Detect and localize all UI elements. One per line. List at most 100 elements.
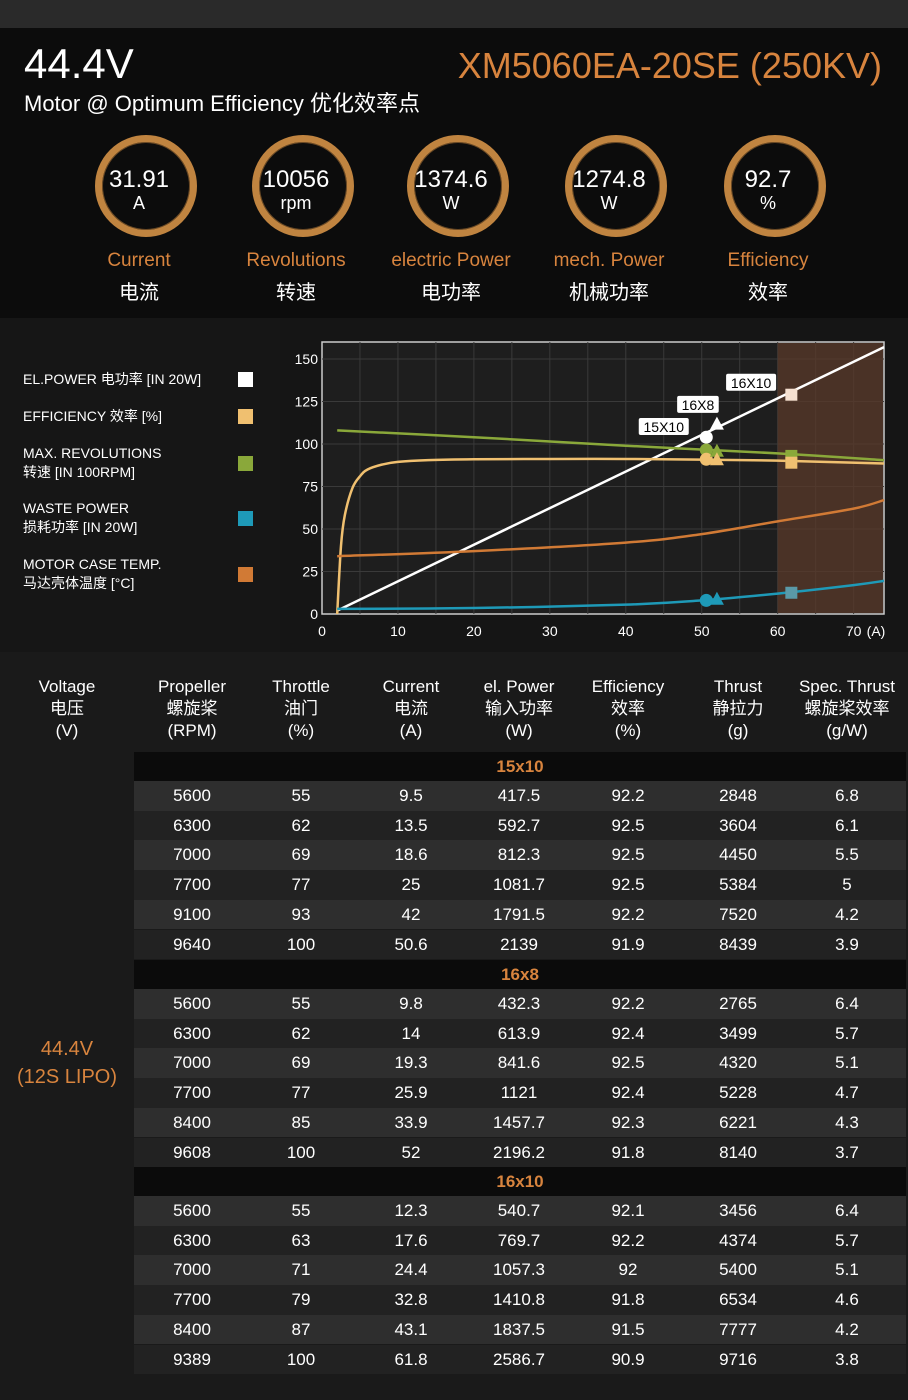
gauge-unit: rpm	[280, 193, 312, 213]
table-row: 7700 77 25 1081.7 92.5 5384 5	[134, 870, 906, 900]
table-cell: 4.2	[835, 1319, 859, 1339]
marker-16x8	[709, 591, 724, 605]
series-line-max-revolutions	[337, 429, 885, 462]
gauge-ring	[407, 135, 509, 237]
table-cell: 25	[401, 875, 421, 895]
table-cell: 5600	[173, 1201, 211, 1220]
table-cell: 1837.5	[493, 1319, 545, 1339]
table-cell: 77	[291, 1083, 311, 1103]
header-unit: (W)	[505, 721, 533, 740]
marker-16x10	[785, 586, 798, 599]
table-cell: 417.5	[497, 786, 541, 805]
table-cell: 1121	[500, 1083, 538, 1103]
gauge-ring	[724, 135, 826, 237]
gauge-label-zh: 效率	[748, 282, 788, 304]
legend-line: EL.POWER 电功率 [IN 20W]	[23, 371, 202, 387]
table-cell: 2196.2	[493, 1142, 545, 1162]
header-zh: 效率	[611, 699, 645, 718]
table-cell: 63	[291, 1230, 311, 1250]
table-cell: 92.5	[611, 875, 645, 895]
marker-16x8	[709, 416, 724, 430]
y-tick-label: 50	[302, 521, 318, 537]
table-cell: 55	[291, 786, 311, 805]
series-line-case-temp	[337, 498, 885, 558]
table-cell: 613.9	[497, 1023, 541, 1043]
table-cell: 4.2	[835, 904, 859, 924]
marker-16x10	[785, 456, 798, 469]
performance-chart: 0 10 20 30 40 50 60 70 (A) 0 25 50 75 100 125 150 15X10 1…	[295, 341, 885, 639]
table-cell: 62	[291, 1023, 311, 1043]
table-cell: 92.2	[611, 1230, 645, 1250]
y-tick-label: 100	[295, 436, 319, 452]
table-cell: 61.8	[394, 1349, 428, 1369]
table-cell: 92.2	[611, 994, 645, 1013]
gauge-unit: W	[442, 193, 460, 213]
table-row: 5600 55 9.5 417.5 92.2 2848 6.8	[134, 781, 906, 811]
table-cell: 79	[291, 1290, 311, 1310]
gauge-ring	[565, 135, 667, 237]
table-cell: 9.5	[399, 786, 423, 805]
x-tick-label: 50	[694, 623, 710, 639]
table-cell: 69	[291, 1053, 311, 1073]
table-cell: 12.3	[394, 1201, 428, 1220]
header-en: Current	[382, 677, 440, 696]
table-cell: 812.3	[497, 845, 541, 865]
legend-line: WASTE POWER	[23, 500, 130, 516]
legend-swatch	[238, 409, 253, 424]
table-cell: 24.4	[394, 1260, 428, 1280]
y-tick-label: 75	[302, 479, 318, 495]
table-cell: 1410.8	[493, 1290, 545, 1310]
table-row: 5600 55 12.3 540.7 92.1 3456 6.4	[134, 1196, 906, 1226]
gauge-label-zh: 转速	[276, 282, 316, 304]
header-unit: (g)	[727, 721, 749, 740]
gauge-value: 1274.8	[572, 166, 646, 193]
table-cell: 5384	[719, 875, 757, 895]
legend-line: MAX. REVOLUTIONS	[23, 445, 162, 461]
header-unit: (V)	[55, 721, 79, 740]
group-header: 15x10	[134, 752, 906, 781]
gauge-value: 10056	[262, 166, 330, 193]
table-cell: 9608	[173, 1142, 211, 1162]
gauge-label-en: Current	[107, 250, 171, 271]
gauge-revolutions: 10056 rpm Revolutions 转速	[224, 135, 384, 305]
prop-label: 16X8	[682, 397, 715, 413]
gauge-label-zh: 电功率	[421, 282, 481, 304]
table-cell: 4.7	[835, 1083, 859, 1103]
marker-15x10	[699, 443, 713, 457]
header-zh: 静拉力	[712, 699, 764, 718]
table-cell: 769.7	[497, 1230, 541, 1250]
table-cell: 91.8	[611, 1142, 645, 1162]
header-zh: 输入功率	[485, 699, 553, 718]
table-cell: 4320	[719, 1053, 757, 1073]
gauge-current: 31.91 A Current 电流	[67, 135, 227, 305]
table-row: 8400 85 33.9 1457.7 92.3 6221 4.3	[134, 1107, 906, 1138]
table-cell: 5	[842, 875, 852, 895]
x-tick-label: 40	[618, 623, 634, 639]
marker-16x10	[785, 388, 798, 401]
table-cell: 2586.7	[493, 1349, 545, 1369]
series-line-waste-power	[337, 579, 885, 611]
prop-label: 16X10	[731, 375, 772, 391]
prop-label-box	[677, 395, 719, 413]
table-cell: 432.3	[497, 994, 541, 1013]
header-en: Thrust	[713, 677, 763, 696]
table-row: 7700 79 32.8 1410.8 91.8 6534 4.6	[134, 1285, 906, 1315]
marker-16x8	[709, 443, 724, 457]
table-cell: 33.9	[394, 1112, 428, 1132]
header-en: Voltage	[38, 677, 96, 696]
table-cell: 4374	[719, 1230, 757, 1250]
table-cell: 91.8	[611, 1290, 645, 1310]
table-cell: 32.8	[394, 1290, 428, 1310]
table-cell: 7000	[173, 1053, 211, 1073]
table-cell: 7000	[173, 845, 211, 865]
prop-label-box	[638, 418, 689, 435]
x-tick-label: 60	[770, 623, 786, 639]
legend-swatch	[238, 456, 253, 471]
table-cell: 3499	[719, 1023, 757, 1043]
table-cell: 43.1	[394, 1319, 428, 1339]
column-header: Efficiency 效率 (%)	[573, 676, 683, 742]
table-cell: 8400	[173, 1319, 211, 1339]
column-header: Voltage 电压 (V)	[12, 676, 122, 742]
gauge-ring	[252, 135, 354, 237]
gauge-label-zh: 电流	[119, 282, 159, 304]
